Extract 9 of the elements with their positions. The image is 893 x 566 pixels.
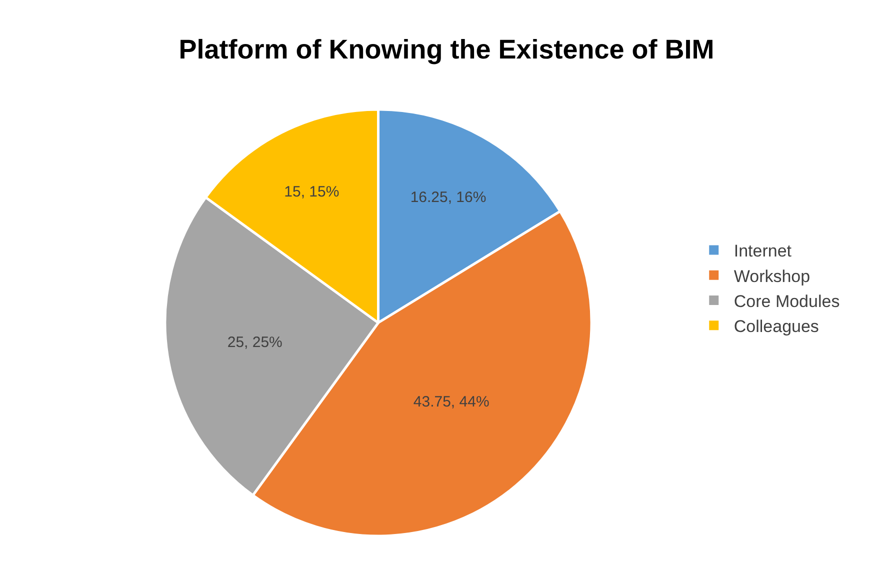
legend-label: Workshop (734, 266, 810, 286)
data-label: 15, 15% (284, 184, 340, 201)
legend-label: Colleagues (734, 316, 819, 336)
data-label: 43.75, 44% (413, 393, 490, 410)
legend-label: Core Modules (734, 292, 840, 311)
legend-label: Internet (734, 242, 792, 261)
chart-title: Platform of Knowing the Existence of BIM (178, 34, 714, 65)
data-label: 16.25, 16% (410, 189, 486, 206)
data-label: 25, 25% (227, 334, 282, 351)
